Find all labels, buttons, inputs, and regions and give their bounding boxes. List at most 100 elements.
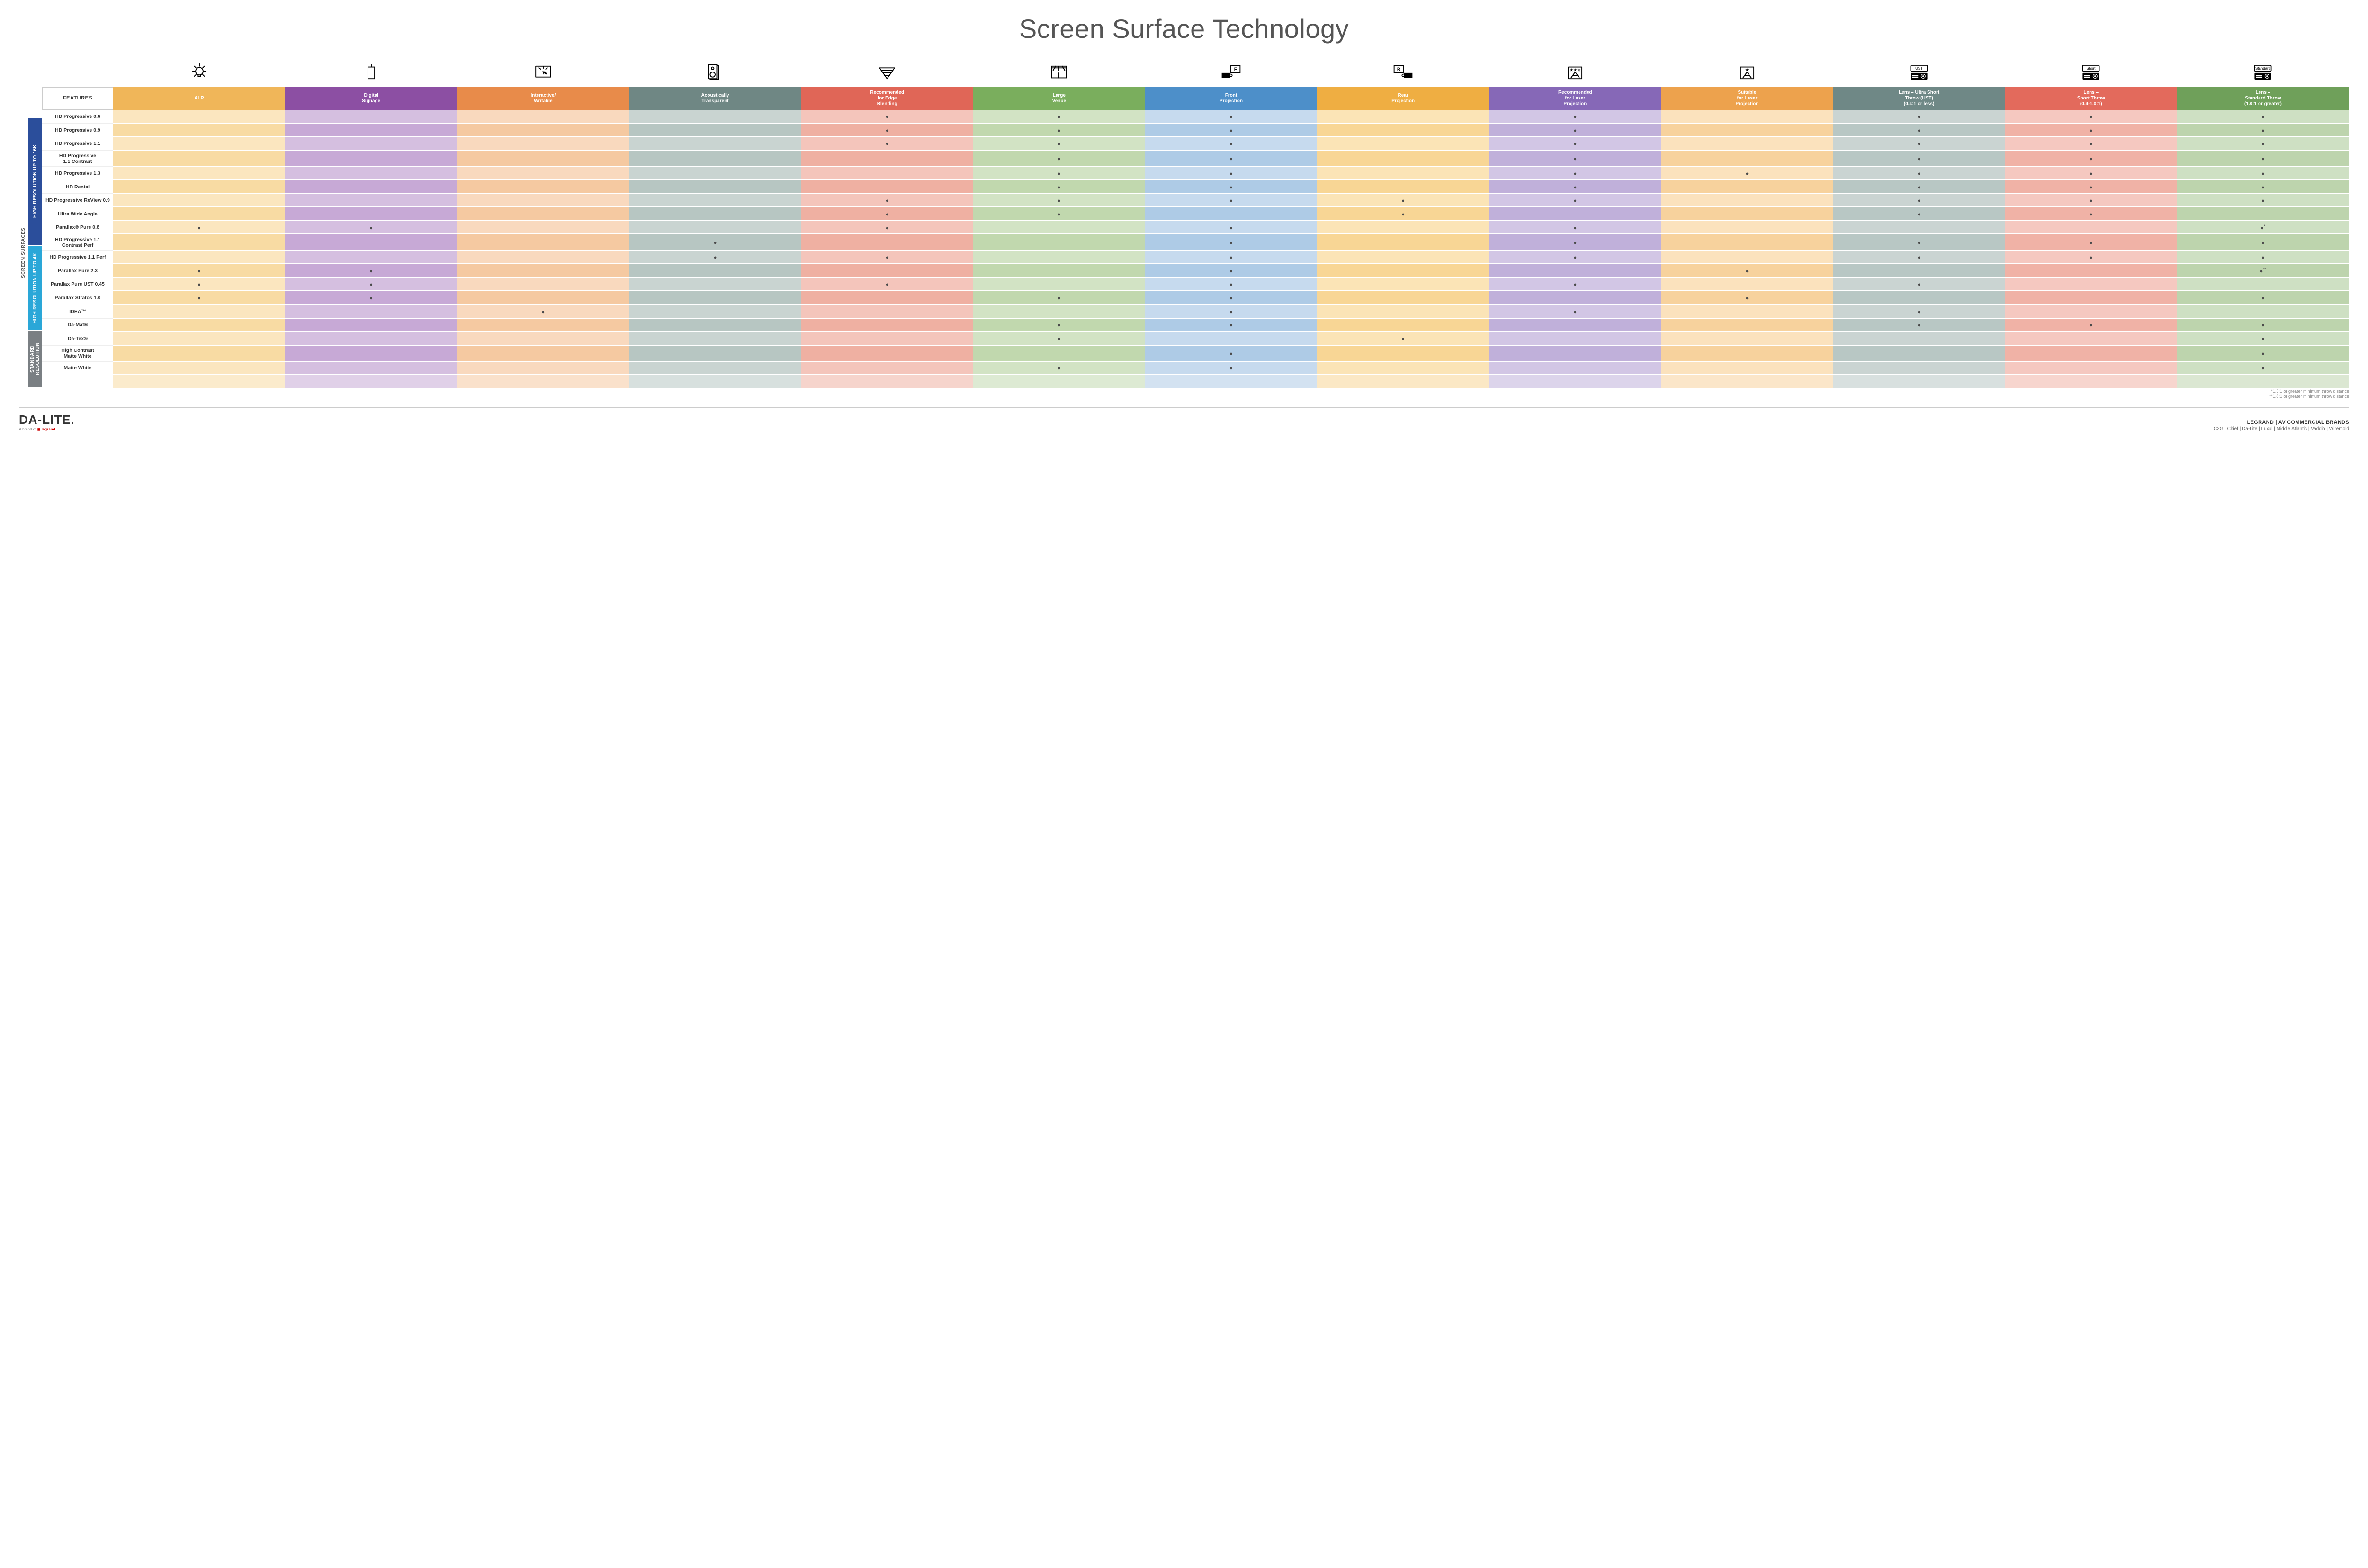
cell-front	[1145, 167, 1317, 180]
col-header-suitlaser: Suitablefor LaserProjection	[1661, 87, 1833, 110]
cell-std	[2177, 110, 2349, 124]
cell-signage	[285, 110, 457, 124]
cell-large	[973, 207, 1145, 221]
cell-acoustic	[629, 264, 801, 278]
cell-short	[2005, 167, 2177, 180]
large-icon	[973, 58, 1145, 87]
cell-edge	[801, 124, 973, 137]
cell-alr	[113, 278, 285, 292]
cell-front	[1145, 305, 1317, 319]
cell-acoustic	[629, 234, 801, 251]
cell-signage	[285, 137, 457, 151]
cell-front	[1145, 151, 1317, 167]
signage-icon	[285, 58, 457, 87]
cell-ust	[1833, 207, 2005, 221]
spacer-cell	[2177, 375, 2349, 388]
cell-front	[1145, 180, 1317, 194]
cell-std	[2177, 124, 2349, 137]
cell-suitlaser	[1661, 194, 1833, 207]
cell-large	[973, 221, 1145, 235]
cell-short	[2005, 362, 2177, 376]
cell-rear	[1317, 291, 1489, 305]
cell-reclaser	[1489, 194, 1661, 207]
cell-front	[1145, 278, 1317, 292]
spacer-cell	[1833, 375, 2005, 388]
cell-ust	[1833, 251, 2005, 264]
cell-interactive	[457, 151, 629, 167]
cell-std	[2177, 167, 2349, 180]
cell-edge	[801, 332, 973, 346]
row-label: HD Progressive 1.1	[42, 137, 113, 151]
cell-reclaser	[1489, 137, 1661, 151]
cell-edge	[801, 305, 973, 319]
cell-edge	[801, 278, 973, 292]
row-label: Parallax Stratos 1.0	[42, 291, 113, 305]
cell-edge	[801, 167, 973, 180]
cell-suitlaser	[1661, 124, 1833, 137]
cell-short	[2005, 151, 2177, 167]
cell-front	[1145, 264, 1317, 278]
cell-short	[2005, 332, 2177, 346]
cell-reclaser	[1489, 362, 1661, 376]
cell-edge	[801, 151, 973, 167]
cell-alr	[113, 264, 285, 278]
cell-rear	[1317, 319, 1489, 332]
cell-rear	[1317, 137, 1489, 151]
cell-edge	[801, 207, 973, 221]
cell-signage	[285, 332, 457, 346]
cell-alr	[113, 180, 285, 194]
side-labels: SCREEN SURFACES HIGH RESOLUTION UP TO 16…	[19, 118, 42, 388]
cell-short	[2005, 234, 2177, 251]
cell-std	[2177, 194, 2349, 207]
cell-signage	[285, 264, 457, 278]
cell-alr	[113, 124, 285, 137]
svg-text:R: R	[1397, 67, 1400, 72]
cell-acoustic	[629, 251, 801, 264]
cell-front	[1145, 207, 1317, 221]
interactive-icon	[457, 58, 629, 87]
spacer-cell	[1489, 375, 1661, 388]
cell-alr	[113, 362, 285, 376]
cell-std	[2177, 151, 2349, 167]
cell-edge	[801, 291, 973, 305]
footnote: **1.8:1 or greater minimum throw distanc…	[19, 394, 2349, 399]
cell-large	[973, 151, 1145, 167]
cell-large	[973, 264, 1145, 278]
cell-signage	[285, 362, 457, 376]
cell-suitlaser	[1661, 319, 1833, 332]
cell-alr	[113, 151, 285, 167]
cell-rear	[1317, 305, 1489, 319]
cell-interactive	[457, 291, 629, 305]
row-label: HD Rental	[42, 180, 113, 194]
cell-suitlaser	[1661, 362, 1833, 376]
cell-std	[2177, 362, 2349, 376]
row-label: Da-Mat®	[42, 319, 113, 332]
cell-short	[2005, 110, 2177, 124]
cell-interactive	[457, 167, 629, 180]
cell-std	[2177, 332, 2349, 346]
cell-short	[2005, 319, 2177, 332]
col-header-front: FrontProjection	[1145, 87, 1317, 110]
cell-suitlaser	[1661, 332, 1833, 346]
cell-large	[973, 319, 1145, 332]
cell-acoustic	[629, 207, 801, 221]
cell-large	[973, 194, 1145, 207]
cell-alr	[113, 194, 285, 207]
cell-suitlaser	[1661, 291, 1833, 305]
cell-acoustic	[629, 221, 801, 235]
spacer-cell	[801, 375, 973, 388]
cell-signage	[285, 207, 457, 221]
cell-std	[2177, 207, 2349, 221]
cell-reclaser	[1489, 124, 1661, 137]
cell-std	[2177, 346, 2349, 362]
spacer-cell	[1661, 375, 1833, 388]
cell-acoustic	[629, 362, 801, 376]
col-header-short: Lens –Short Throw(0.4-1.0:1)	[2005, 87, 2177, 110]
features-header: FEATURES	[42, 87, 113, 110]
cell-acoustic	[629, 110, 801, 124]
cell-acoustic	[629, 194, 801, 207]
cell-acoustic	[629, 137, 801, 151]
cell-acoustic	[629, 167, 801, 180]
cell-suitlaser	[1661, 251, 1833, 264]
cell-alr	[113, 110, 285, 124]
